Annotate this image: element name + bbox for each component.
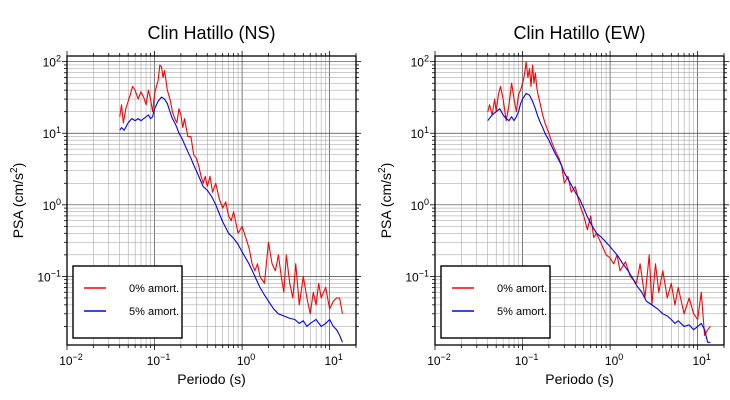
- x-tick-label: 101: [324, 352, 342, 368]
- y-tick-label: 101: [43, 125, 61, 141]
- axis-ticks: [62, 51, 361, 350]
- plot-frame: [434, 55, 725, 346]
- y-tick-label: 102: [411, 54, 429, 70]
- legend: 0% amort. 5% amort.: [440, 265, 551, 339]
- chart-panel-ew: 10−2 10−1 100 101 10−1 100 101 102 Clin Hatillo …: [377, 23, 729, 387]
- chart-title: Clin Hatillo (NS): [147, 23, 275, 43]
- legend-label: 5% amort.: [129, 306, 179, 318]
- grid: [66, 56, 357, 345]
- axis-ticks: [430, 51, 729, 350]
- y-axis-label: PSA (cm/s2): [377, 163, 394, 239]
- y-tick-label: 102: [43, 54, 61, 70]
- series-line-damped: [119, 96, 343, 343]
- legend-label: 0% amort.: [497, 283, 547, 295]
- y-tick-label: 10−1: [405, 268, 429, 284]
- series-line-undamped: [487, 61, 711, 336]
- legend-box: [72, 265, 183, 339]
- y-tick-label: 100: [43, 197, 61, 213]
- y-tick-label: 100: [411, 197, 429, 213]
- x-tick-label: 10−2: [59, 352, 83, 368]
- y-axis-label: PSA (cm/s2): [9, 163, 26, 239]
- legend-label: 5% amort.: [497, 306, 547, 318]
- x-tick-label: 10−1: [515, 352, 539, 368]
- x-axis-label: Periodo (s): [545, 371, 613, 387]
- x-tick-label: 101: [692, 352, 710, 368]
- x-axis-label: Periodo (s): [177, 371, 245, 387]
- y-tick-label: 10−1: [37, 268, 61, 284]
- legend-box: [440, 265, 551, 339]
- y-tick-label: 101: [411, 125, 429, 141]
- x-tick-label: 100: [237, 352, 255, 368]
- plot-frame: [66, 55, 357, 346]
- series-line-undamped: [119, 64, 343, 315]
- grid: [434, 56, 725, 345]
- x-tick-label: 10−1: [147, 352, 171, 368]
- legend: 0% amort. 5% amort.: [72, 265, 183, 339]
- x-tick-label: 100: [605, 352, 623, 368]
- x-tick-label: 10−2: [427, 352, 451, 368]
- chart-title: Clin Hatillo (EW): [513, 23, 645, 43]
- chart-panel-ns: 10−2 10−1 100 101 10−1 100 101 102 Clin Hatillo …: [9, 23, 361, 387]
- legend-label: 0% amort.: [129, 283, 179, 295]
- series-line-damped: [487, 92, 711, 343]
